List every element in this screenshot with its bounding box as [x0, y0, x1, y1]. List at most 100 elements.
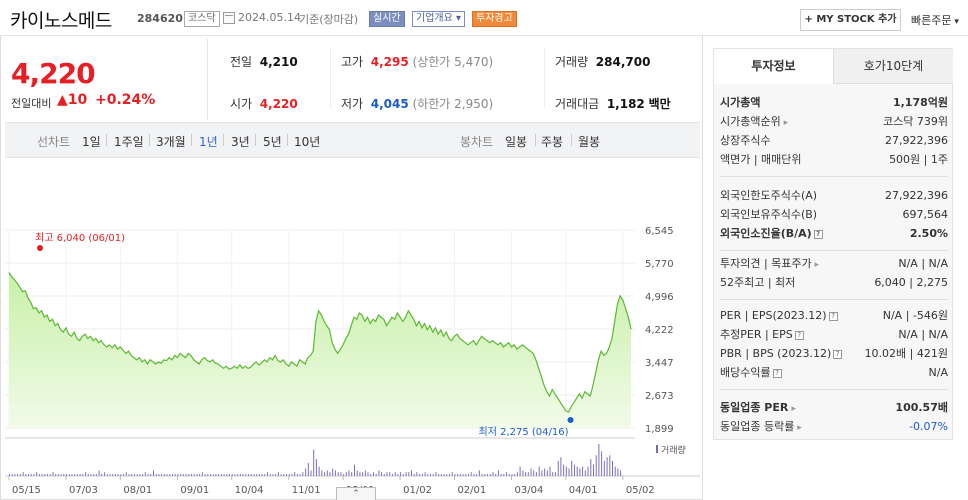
volume-bar: [199, 474, 201, 476]
volume-bar: [533, 470, 535, 476]
volume-bar: [82, 474, 84, 476]
quote-label: 저가: [341, 97, 364, 111]
info-row: 동일업종 등락률 ▸ -0.07%: [720, 418, 948, 436]
tab-1week[interactable]: 1주일: [114, 135, 144, 149]
x-tick-label: 11/01: [292, 485, 321, 496]
help-icon[interactable]: ?: [794, 330, 804, 340]
volume-bar: [98, 470, 100, 476]
tab-monthly[interactable]: 월봉: [578, 135, 601, 149]
tab-1day[interactable]: 1일: [82, 135, 101, 149]
volume-bar: [481, 474, 483, 476]
volume-bar: [321, 470, 323, 476]
volume-bar: [90, 474, 92, 476]
volume-bar: [133, 474, 135, 476]
tab-1year[interactable]: 1년: [199, 135, 218, 149]
volume-bar: [212, 474, 214, 476]
volume-bar: [503, 474, 505, 476]
volume-bar: [136, 474, 138, 476]
volume-bar: [93, 474, 95, 476]
volume-bar: [123, 474, 125, 476]
info-row: 투자의견 | 목표주가 ▸ N/A | N/A: [720, 255, 948, 273]
add-mystock-button[interactable]: + MY STOCK 추가: [800, 9, 901, 31]
info-row: 외국인소진율(B/A)? 2.50%: [720, 225, 948, 243]
tab-daily[interactable]: 일봉: [505, 135, 528, 149]
volume-bar: [497, 470, 499, 476]
volume-bar: [204, 474, 206, 476]
help-icon[interactable]: ?: [833, 349, 843, 359]
quick-order-button[interactable]: 빠른주문 ▾: [911, 12, 959, 28]
tab-3month[interactable]: 3개월: [156, 135, 186, 149]
chevron-right-icon[interactable]: ▸: [780, 118, 789, 128]
volume-bar: [484, 474, 486, 476]
volume-bar: [424, 472, 426, 476]
info-key: 시가총액순위 ▸: [720, 115, 789, 128]
y-tick-label: 2,673: [645, 391, 674, 402]
collapse-chart-button[interactable]: ⌃: [336, 487, 376, 500]
high-label: 최고 6,040 (06/01): [35, 232, 125, 244]
volume-bar: [381, 472, 383, 476]
chart-panel: 4,220 전일대비 ▲10 +0.24% 전일 4,210 고가 4,295 …: [0, 36, 703, 500]
chevron-right-icon[interactable]: ▸: [811, 260, 820, 270]
realtime-button[interactable]: 실시간: [369, 11, 405, 27]
volume-bar: [500, 474, 502, 476]
volume-bar: [79, 474, 81, 476]
help-icon[interactable]: ?: [828, 311, 838, 321]
chevron-right-icon[interactable]: ▸: [794, 423, 802, 433]
price-chart[interactable]: 6,545 5,770 4,996 4,222 3,447 2,673 1,899 최고 6,…: [5, 186, 700, 500]
volume-bar: [329, 472, 331, 476]
help-icon[interactable]: ?: [772, 368, 782, 378]
company-info-dropdown[interactable]: 기업개요 ▾: [412, 11, 466, 27]
volume-bar: [511, 474, 513, 476]
volume-bar: [193, 474, 195, 476]
tab-weekly[interactable]: 주봉: [541, 135, 564, 149]
info-key: 외국인한도주식수(A): [720, 189, 818, 202]
chevron-right-icon[interactable]: ▸: [788, 404, 797, 414]
volume-bar: [394, 472, 396, 476]
volume-bar: [114, 474, 116, 476]
info-value: 2.50%: [909, 227, 948, 240]
volume-bar: [275, 474, 277, 476]
volume-bar: [74, 474, 76, 476]
info-value: 10.02배 | 421원: [864, 347, 948, 360]
volume-bar: [367, 472, 369, 476]
x-tick-label: 10/04: [235, 485, 264, 496]
volume-bar: [487, 474, 488, 476]
quote-value: 1,182: [606, 97, 645, 111]
info-key: 외국인보유주식수(B): [720, 208, 818, 221]
volume-bar: [563, 464, 565, 476]
chevron-down-icon: ▾: [452, 13, 462, 24]
x-tick-label: 09/01: [180, 485, 209, 496]
volume-bar: [557, 460, 559, 476]
low-label: 최저 2,275 (04/16): [479, 426, 569, 438]
volume-bar: [590, 459, 592, 476]
volume-bar: [386, 472, 388, 476]
volume-bar: [25, 474, 27, 476]
warning-badge[interactable]: 투자경고: [472, 11, 517, 27]
volume-bar: [356, 470, 358, 476]
volume-bar: [163, 474, 165, 476]
help-icon[interactable]: ?: [813, 229, 823, 239]
info-key: PBR | BPS (2023.12)?: [720, 345, 843, 363]
tab-5year[interactable]: 5년: [263, 135, 282, 149]
volume-bar: [427, 474, 429, 476]
volume-bar: [576, 466, 578, 476]
volume-bar: [36, 472, 38, 476]
volume-bar: [302, 472, 304, 476]
volume-bar: [408, 472, 410, 476]
tab-invest-info[interactable]: 투자정보: [714, 49, 834, 84]
quote-label: 거래량: [555, 55, 589, 69]
tab-orderbook[interactable]: 호가10단계: [834, 49, 953, 84]
volume-bar: [440, 474, 442, 476]
info-value: 6,040 | 2,275: [874, 276, 948, 289]
volume-bar: [476, 474, 478, 476]
volume-bar: [345, 472, 347, 476]
volume-bar: [495, 474, 497, 476]
volume-bar: [375, 474, 377, 476]
info-key: PER | EPS(2023.12)?: [720, 307, 838, 325]
candle-chart-label: 봉차트: [460, 135, 494, 149]
tab-10year[interactable]: 10년: [294, 135, 321, 149]
volume-bar: [354, 464, 355, 476]
line-chart-label: 선차트: [37, 135, 71, 149]
tab-3year[interactable]: 3년: [231, 135, 250, 149]
info-row: 액면가 | 매매단위 500원 | 1주: [720, 151, 948, 169]
